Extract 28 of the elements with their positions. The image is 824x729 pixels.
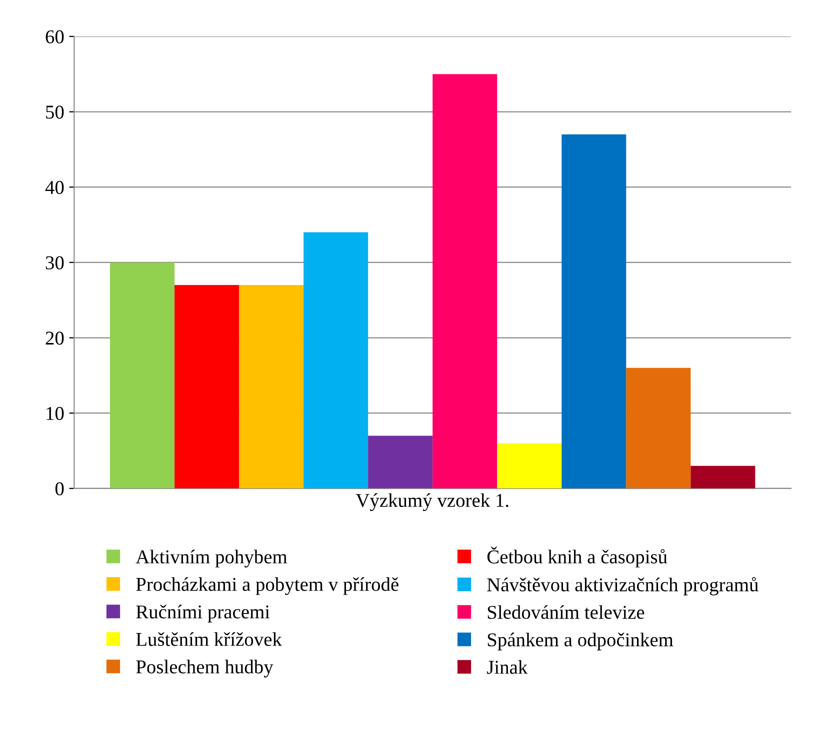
legend-label: Aktivním pohybem [136,550,288,568]
bar [110,262,175,488]
bar [174,285,240,488]
legend-label: Poslechem hudby [136,660,274,678]
bar [626,368,691,488]
y-tick-label: 10 [46,406,64,420]
legend-label: Četbou knih a časopisů [487,546,668,568]
y-tick-label: 30 [46,256,64,270]
legend-label: Návštěvou aktivizačních programů [487,577,758,596]
bar [239,285,304,488]
y-tick-label: 60 [46,30,64,44]
legend-label: Luštěním křížovek [136,632,282,646]
legend-label: Jinak [487,660,528,674]
y-tick-label: 50 [46,106,64,119]
bar [690,466,756,488]
legend-label: Ručními pracemi [136,604,270,622]
y-tick-label: 0 [55,482,64,496]
x-tick-label: Výzkumý vzorek 1. [356,493,508,512]
legend-label: Spánkem a odpočinkem [488,632,674,650]
bar [432,74,498,488]
y-tick-label: 20 [46,332,64,345]
bar [497,443,562,488]
y-tick-label: 40 [45,180,64,194]
bar [562,134,626,488]
legend-label: Procházkami a pobytem v přírodě [136,577,398,595]
bar [368,436,433,488]
bar [304,232,368,488]
legend-label: Sledováním televize [488,605,644,619]
